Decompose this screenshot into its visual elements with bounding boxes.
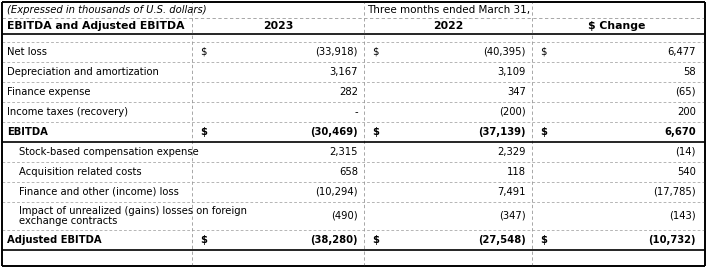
- Text: (Expressed in thousands of U.S. dollars): (Expressed in thousands of U.S. dollars): [7, 5, 206, 15]
- Text: $: $: [200, 127, 207, 137]
- Text: EBITDA: EBITDA: [7, 127, 48, 137]
- Text: (14): (14): [676, 147, 696, 157]
- Text: 347: 347: [507, 87, 526, 97]
- Text: 540: 540: [677, 167, 696, 177]
- Text: (10,294): (10,294): [315, 187, 358, 197]
- Text: Impact of unrealized (gains) losses on foreign: Impact of unrealized (gains) losses on f…: [19, 206, 247, 216]
- Text: Adjusted EBITDA: Adjusted EBITDA: [7, 235, 102, 245]
- Text: -: -: [354, 107, 358, 117]
- Text: $: $: [540, 235, 547, 245]
- Text: Income taxes (recovery): Income taxes (recovery): [7, 107, 128, 117]
- Text: 2023: 2023: [263, 21, 293, 31]
- Text: $: $: [200, 235, 207, 245]
- Text: EBITDA and Adjusted EBITDA: EBITDA and Adjusted EBITDA: [7, 21, 185, 31]
- Text: (347): (347): [499, 211, 526, 221]
- Text: (17,785): (17,785): [653, 187, 696, 197]
- Text: (200): (200): [499, 107, 526, 117]
- Text: exchange contracts: exchange contracts: [19, 217, 117, 226]
- Text: Acquisition related costs: Acquisition related costs: [19, 167, 141, 177]
- Text: (27,548): (27,548): [478, 235, 526, 245]
- Text: (30,469): (30,469): [310, 127, 358, 137]
- Text: 2,315: 2,315: [329, 147, 358, 157]
- Text: $: $: [200, 47, 206, 57]
- Text: (65): (65): [675, 87, 696, 97]
- Text: 200: 200: [677, 107, 696, 117]
- Text: 7,491: 7,491: [498, 187, 526, 197]
- Text: $: $: [372, 235, 379, 245]
- Text: 6,477: 6,477: [667, 47, 696, 57]
- Text: $: $: [372, 127, 379, 137]
- Text: 3,109: 3,109: [498, 67, 526, 77]
- Text: 6,670: 6,670: [665, 127, 696, 137]
- Text: (40,395): (40,395): [484, 47, 526, 57]
- Text: (143): (143): [670, 211, 696, 221]
- Text: $: $: [372, 47, 378, 57]
- Text: 2,329: 2,329: [498, 147, 526, 157]
- Text: (33,918): (33,918): [315, 47, 358, 57]
- Text: $: $: [540, 47, 547, 57]
- Text: Finance expense: Finance expense: [7, 87, 90, 97]
- Text: $ Change: $ Change: [588, 21, 645, 31]
- Text: 2022: 2022: [433, 21, 463, 31]
- Text: Finance and other (income) loss: Finance and other (income) loss: [19, 187, 179, 197]
- Text: Stock-based compensation expense: Stock-based compensation expense: [19, 147, 199, 157]
- Text: (490): (490): [332, 211, 358, 221]
- Text: 58: 58: [684, 67, 696, 77]
- Text: (38,280): (38,280): [310, 235, 358, 245]
- Text: (10,732): (10,732): [648, 235, 696, 245]
- Text: Net loss: Net loss: [7, 47, 47, 57]
- Text: 118: 118: [507, 167, 526, 177]
- Text: Depreciation and amortization: Depreciation and amortization: [7, 67, 159, 77]
- Text: 658: 658: [339, 167, 358, 177]
- Text: $: $: [540, 127, 547, 137]
- Text: (37,139): (37,139): [479, 127, 526, 137]
- Text: 3,167: 3,167: [329, 67, 358, 77]
- Text: 282: 282: [339, 87, 358, 97]
- Text: Three months ended March 31,: Three months ended March 31,: [367, 5, 530, 15]
